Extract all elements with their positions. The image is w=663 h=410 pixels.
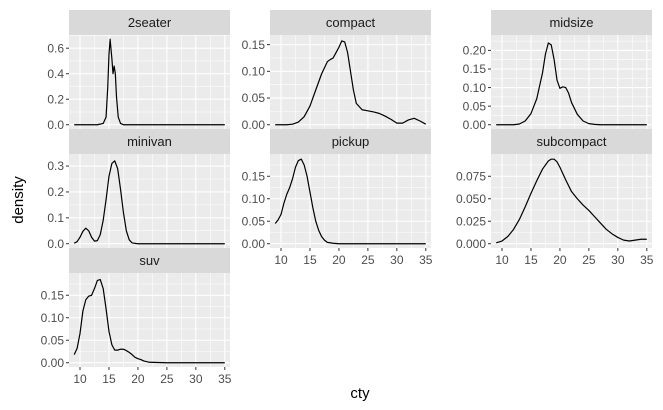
facet-strip-background: [491, 10, 652, 35]
y-tick-label: 0.05: [242, 91, 266, 105]
y-tick-label: 0.050: [456, 192, 486, 206]
y-tick-label: 0.2: [47, 185, 64, 199]
y-tick-label: 0.00: [242, 118, 266, 132]
density-line-pickup: [274, 158, 426, 245]
y-tick-label: 0.00: [41, 356, 65, 370]
facet-strip-label: suv: [139, 253, 160, 268]
x-tick-label: 10: [495, 253, 509, 267]
y-tick-label: 0.025: [456, 214, 486, 228]
facet-strip-background: [491, 129, 652, 154]
x-tick-label: 15: [303, 253, 317, 267]
y-tick-label: 0.15: [41, 288, 65, 302]
y-axis-title: density: [10, 176, 27, 224]
density-line-minivan: [73, 160, 225, 245]
facet-strip-label: 2seater: [128, 15, 172, 30]
density-line-subcompact: [496, 158, 647, 244]
x-tick-label: 15: [102, 372, 116, 386]
x-axis-title: cty: [350, 385, 370, 402]
facet-strip-background: [69, 10, 230, 35]
y-tick-label: 0.00: [242, 237, 266, 251]
y-tick-label: 0.05: [463, 99, 487, 113]
x-tick-label: 15: [524, 253, 538, 267]
x-tick-label: 35: [419, 253, 433, 267]
facet-panel-compact: compact 0.00 0.05 0.10 0.15: [242, 10, 431, 132]
panel-background: [270, 154, 431, 248]
facet-panel-2seater: 2seater 0.0 0.2 0.4 0.6: [47, 10, 230, 132]
x-tick-label: 20: [131, 372, 145, 386]
y-tick-label: 0.6: [47, 41, 64, 55]
panel-background: [69, 154, 230, 248]
density-line-midsize: [496, 42, 647, 126]
facet-strip-background: [270, 129, 431, 154]
facet-panel-pickup: pickup 0.00 0.05 0.10 0.15 10 15 20 25 30 35: [242, 129, 433, 267]
x-tick-label: 35: [218, 372, 232, 386]
x-tick-label: 25: [361, 253, 375, 267]
facet-strip-background: [270, 10, 431, 35]
y-tick-label: 0.10: [463, 81, 487, 95]
y-tick-label: 0.3: [47, 159, 64, 173]
density-line-suv: [73, 278, 225, 364]
y-tick-label: 0.2: [47, 92, 64, 106]
y-tick-label: 0.0: [47, 237, 64, 251]
x-tick-label: 20: [553, 253, 567, 267]
y-tick-label: 0.00: [463, 118, 487, 132]
x-tick-label: 30: [189, 372, 203, 386]
panel-background: [491, 154, 652, 248]
y-tick-label: 0.15: [242, 169, 266, 183]
y-tick-label: 0.15: [463, 62, 487, 76]
facet-panel-minivan: minivan 0.0 0.1 0.2 0.3: [47, 129, 230, 251]
y-tick-label: 0.10: [242, 192, 266, 206]
facet-strip-label: pickup: [332, 134, 370, 149]
x-tick-label: 10: [73, 372, 87, 386]
facet-strip-label: compact: [326, 15, 376, 30]
facet-strip-label: midsize: [549, 15, 593, 30]
y-tick-label: 0.1: [47, 211, 64, 225]
facet-panel-subcompact: subcompact 0.000 0.025 0.050 0.075 10 15 20 25 30…: [456, 129, 654, 267]
facet-panels: 2seater 0.0 0.2 0.4 0.6 compact 0.00 0.05 0.10 0.…: [41, 10, 654, 386]
density-line-2seater: [74, 38, 225, 126]
y-tick-label: 0.075: [456, 169, 486, 183]
x-tick-label: 30: [390, 253, 404, 267]
panel-background: [491, 35, 652, 129]
y-tick-label: 0.20: [463, 44, 487, 58]
x-tick-label: 20: [332, 253, 346, 267]
facet-panel-midsize: midsize 0.00 0.05 0.10 0.15 0.20: [463, 10, 652, 132]
y-tick-label: 0.10: [41, 311, 65, 325]
density-line-compact: [275, 40, 427, 126]
facet-strip-background: [69, 129, 230, 154]
y-tick-label: 0.0: [47, 118, 64, 132]
x-tick-label: 25: [582, 253, 596, 267]
panel-background: [69, 35, 230, 129]
facet-strip-background: [69, 248, 230, 273]
y-tick-label: 0.000: [456, 237, 486, 251]
panel-background: [69, 273, 230, 367]
facet-strip-label: minivan: [127, 134, 172, 149]
y-tick-label: 0.4: [47, 67, 64, 81]
y-tick-label: 0.15: [242, 38, 266, 52]
x-tick-label: 10: [274, 253, 288, 267]
facet-strip-label: subcompact: [536, 134, 606, 149]
y-tick-label: 0.05: [242, 214, 266, 228]
facet-panel-suv: suv 0.00 0.05 0.10 0.15 10 15 20 25 30 35: [41, 248, 232, 386]
panel-background: [270, 35, 431, 129]
x-tick-label: 25: [160, 372, 174, 386]
x-tick-label: 35: [640, 253, 654, 267]
y-tick-label: 0.10: [242, 65, 266, 79]
y-tick-label: 0.05: [41, 333, 65, 347]
x-tick-label: 30: [611, 253, 625, 267]
